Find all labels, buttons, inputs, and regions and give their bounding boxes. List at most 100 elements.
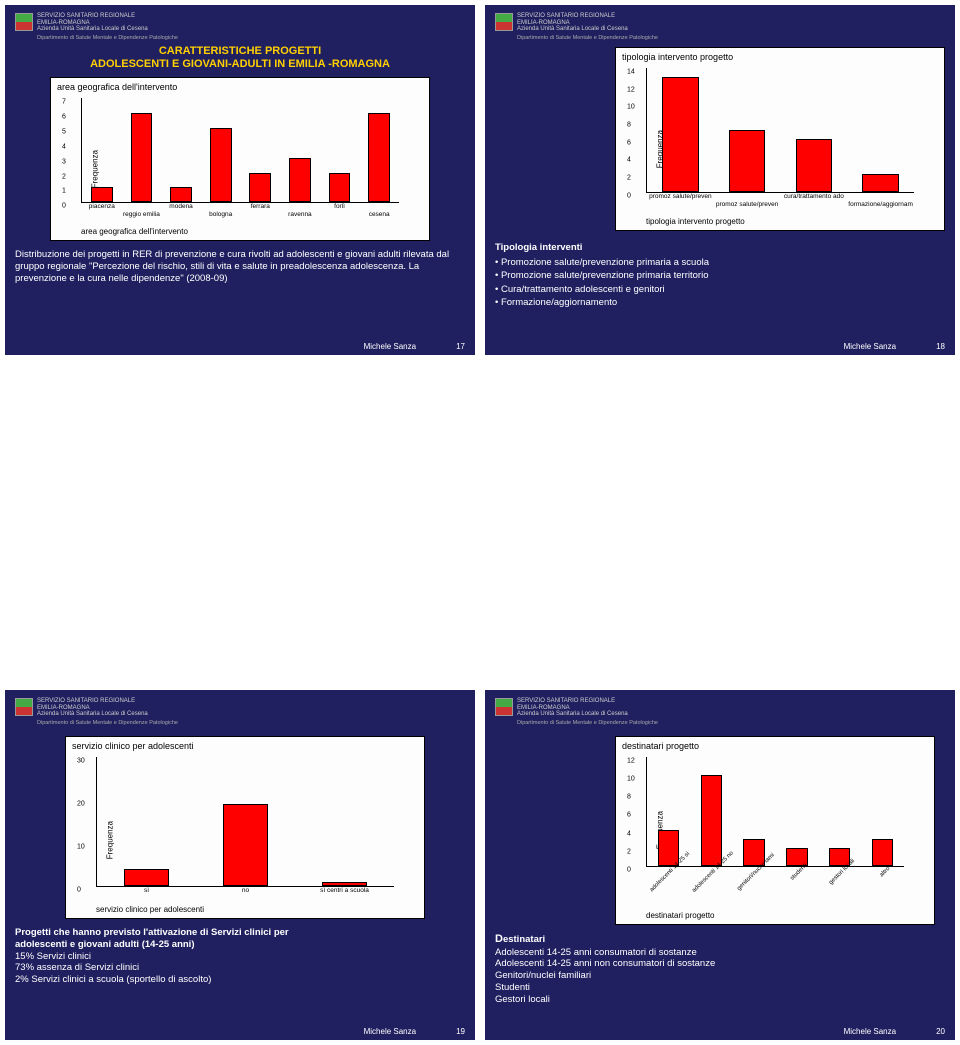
x-category-label: ferrara <box>229 204 292 211</box>
body-text: Distribuzione dei progetti in RER di pre… <box>15 249 465 285</box>
chart-title: area geografica dell'intervento <box>51 78 429 94</box>
logo-line: Azienda Unità Sanitaria Locale di Cesena <box>37 26 178 33</box>
slide-title: CARATTERISTICHE PROGETTI ADOLESCENTI E G… <box>15 45 465 71</box>
y-axis-label: Frequenza <box>105 821 114 859</box>
chart-bar <box>862 174 899 192</box>
bullet-item: Formazione/aggiornamento <box>495 296 945 309</box>
chart-bar <box>289 158 311 203</box>
body-line: Adolescenti 14-25 anni consumatori di so… <box>495 947 945 959</box>
title-line: ADOLESCENTI E GIOVANI-ADULTI IN EMILIA -… <box>15 58 465 71</box>
chart-bar <box>249 173 271 203</box>
bullets: Tipologia interventi Promozione salute/p… <box>495 241 945 309</box>
chart-bar <box>91 187 113 202</box>
x-category-label: promoz salute/preven <box>627 194 734 201</box>
slide-footer: Michele Sanza 18 <box>844 342 945 351</box>
lead: estinatari <box>503 934 545 945</box>
bullet-item: Promozione salute/prevenzione primaria t… <box>495 269 945 282</box>
logo-line: SERVIZIO SANITARIO REGIONALE <box>517 13 658 20</box>
x-category-label: cesena <box>347 212 410 219</box>
title-line: CARATTERISTICHE PROGETTI <box>15 45 465 58</box>
slide-footer: Michele Sanza 19 <box>364 1027 465 1036</box>
logo-icon <box>15 698 33 716</box>
chart-plot: Frequenza 02468101214promoz salute/preve… <box>646 68 914 193</box>
body-text: Progetti che hanno previsto l'attivazion… <box>15 927 465 986</box>
chart-title: destinatari progetto <box>616 737 934 753</box>
body-line: Adolescenti 14-25 anni non consumatori d… <box>495 958 945 970</box>
chart-area-geografica: area geografica dell'intervento Frequenz… <box>50 77 430 241</box>
logo-line: SERVIZIO SANITARIO REGIONALE <box>37 698 178 705</box>
header-logo: SERVIZIO SANITARIO REGIONALE EMILIA-ROMA… <box>495 13 945 41</box>
body-line: 15% Servizi clinici <box>15 951 465 963</box>
x-category-label: reggio emilia <box>110 212 173 219</box>
x-axis-label: destinatari progetto <box>616 909 934 924</box>
chart-plot: Frequenza 0102030sìnosì centri a scuola <box>96 757 394 887</box>
bullets-title: Tipologia interventi <box>495 241 945 254</box>
chart-tipologia: tipologia intervento progetto Frequenza … <box>615 47 945 231</box>
x-category-label: promoz salute/preven <box>694 202 801 209</box>
logo-line: Azienda Unità Sanitaria Locale di Cesena <box>37 711 178 718</box>
chart-title: servizio clinico per adolescenti <box>66 737 424 753</box>
logo-line: EMILIA-ROMAGNA <box>37 705 178 712</box>
chart-bar <box>872 839 893 866</box>
body-line: adolescenti e giovani adulti (14-25 anni… <box>15 939 465 951</box>
dept-label: Dipartimento di Salute Mentale e Dipende… <box>517 720 658 726</box>
chart-plot: Frequenza 024681012adolescenti 14-25 sìa… <box>646 757 904 867</box>
body-line: Progetti che hanno previsto l'attivazion… <box>15 927 465 939</box>
dept-label: Dipartimento di Salute Mentale e Dipende… <box>517 35 658 41</box>
slide-footer: Michele Sanza 20 <box>844 1027 945 1036</box>
slide-17: SERVIZIO SANITARIO REGIONALE EMILIA-ROMA… <box>5 5 475 355</box>
chart-bar <box>662 77 699 192</box>
chart-bar <box>329 173 351 203</box>
slide-19: SERVIZIO SANITARIO REGIONALE EMILIA-ROMA… <box>5 690 475 1040</box>
footer-author: Michele Sanza <box>364 1027 416 1036</box>
chart-plot: Frequenza 01234567piacenzareggio emiliam… <box>81 98 399 203</box>
x-category-label: modena <box>149 204 212 211</box>
chart-bar <box>701 775 722 866</box>
bullet-item: Promozione salute/prevenzione primaria a… <box>495 256 945 269</box>
chart-servizio-clinico: servizio clinico per adolescenti Frequen… <box>65 736 425 919</box>
chart-bar <box>729 130 766 192</box>
header-logo: SERVIZIO SANITARIO REGIONALE EMILIA-ROMA… <box>495 698 945 726</box>
chart-title: tipologia intervento progetto <box>616 48 944 64</box>
body-line: 2% Servizi clinici a scuola (sportello d… <box>15 974 465 986</box>
dept-label: Dipartimento di Salute Mentale e Dipende… <box>37 35 178 41</box>
header-logo: SERVIZIO SANITARIO REGIONALE EMILIA-ROMA… <box>15 698 465 726</box>
footer-author: Michele Sanza <box>364 342 416 351</box>
chart-bar <box>170 187 192 202</box>
logo-line: EMILIA-ROMAGNA <box>517 20 658 27</box>
bullet-item: Cura/trattamento adolescenti e genitori <box>495 283 945 296</box>
logo-line: SERVIZIO SANITARIO REGIONALE <box>517 698 658 705</box>
body-line: Studenti <box>495 982 945 994</box>
logo-line: EMILIA-ROMAGNA <box>517 705 658 712</box>
y-axis-label: Frequenza <box>90 150 99 188</box>
chart-bar <box>368 113 390 202</box>
logo-line: SERVIZIO SANITARIO REGIONALE <box>37 13 178 20</box>
logo-line: EMILIA-ROMAGNA <box>37 20 178 27</box>
header-logo: SERVIZIO SANITARIO REGIONALE EMILIA-ROMA… <box>15 13 465 41</box>
page-number: 19 <box>456 1027 465 1036</box>
x-axis-label: servizio clinico per adolescenti <box>66 903 424 918</box>
logo-icon <box>495 13 513 31</box>
chart-bar <box>322 882 367 886</box>
dept-label: Dipartimento di Salute Mentale e Dipende… <box>37 720 178 726</box>
chart-bar <box>796 139 833 192</box>
chart-bar <box>124 869 169 886</box>
slide-20: SERVIZIO SANITARIO REGIONALE EMILIA-ROMA… <box>485 690 955 1040</box>
page-number: 17 <box>456 342 465 351</box>
x-category-label: piacenza <box>70 204 133 211</box>
x-axis-label: tipologia intervento progetto <box>616 215 944 230</box>
chart-bar <box>223 804 268 886</box>
body-line: Genitori/nuclei familiari <box>495 970 945 982</box>
logo-icon <box>15 13 33 31</box>
footer-author: Michele Sanza <box>844 1027 896 1036</box>
x-category-label: bologna <box>189 212 252 219</box>
slide-18: SERVIZIO SANITARIO REGIONALE EMILIA-ROMA… <box>485 5 955 355</box>
body-line: Gestori locali <box>495 994 945 1006</box>
slide-footer: Michele Sanza 17 <box>364 342 465 351</box>
x-axis-label: area geografica dell'intervento <box>51 225 429 240</box>
body-text: Destinatari Adolescenti 14-25 anni consu… <box>495 933 945 1006</box>
body-line: 73% assenza di Servizi clinici <box>15 962 465 974</box>
chart-bar <box>131 113 153 202</box>
logo-icon <box>495 698 513 716</box>
x-category-label: sì centri a scuola <box>265 888 423 895</box>
